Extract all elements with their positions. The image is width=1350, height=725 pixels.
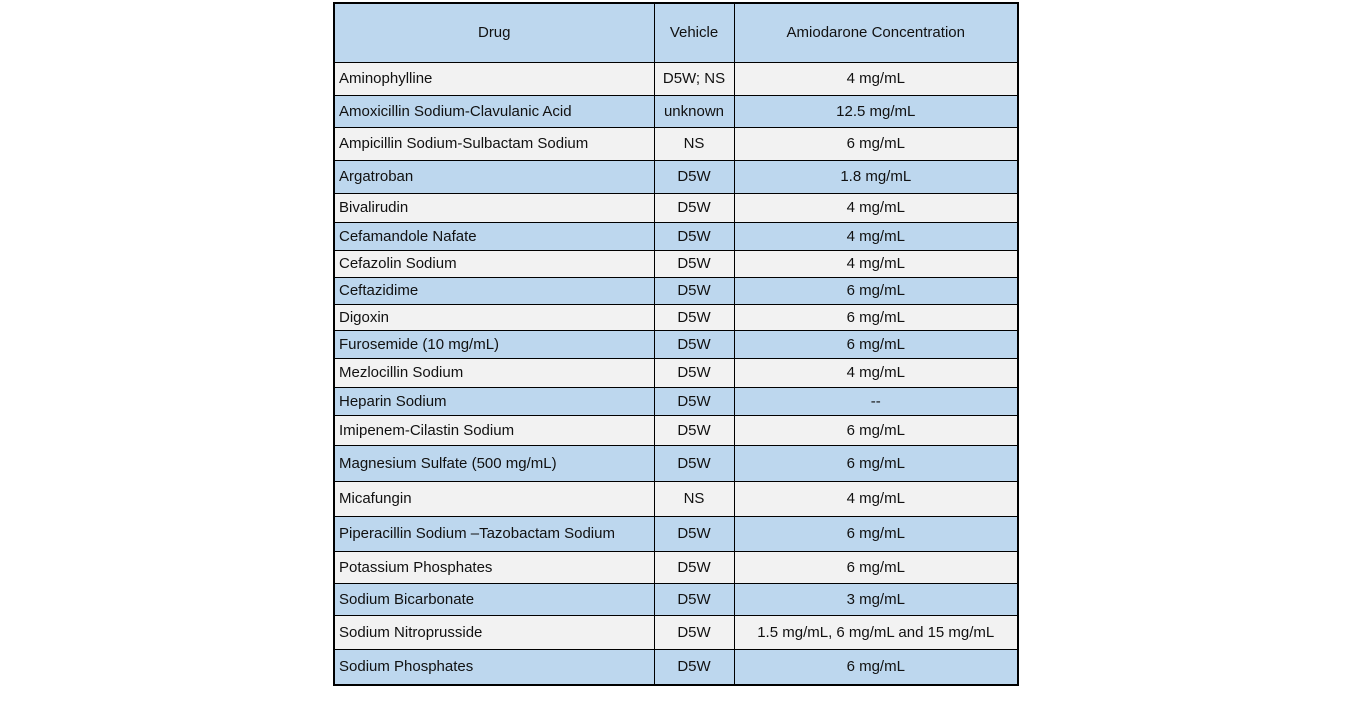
vehicle-cell: D5W <box>653 445 735 482</box>
vehicle-cell: NS <box>653 127 735 161</box>
table-row: Ampicillin Sodium-Sulbactam Sodium NS 6 … <box>333 127 1019 161</box>
vehicle-cell: D5W <box>653 250 735 278</box>
concentration-cell: 6 mg/mL <box>733 551 1019 584</box>
vehicle-cell: D5W <box>653 649 735 686</box>
table-body: Aminophylline D5W; NS 4 mg/mL Amoxicilli… <box>333 62 1019 686</box>
vehicle-cell: D5W <box>653 615 735 650</box>
drug-cell: Piperacillin Sodium –Tazobactam Sodium <box>333 516 655 552</box>
concentration-cell: 1.8 mg/mL <box>733 160 1019 194</box>
table-row: Amoxicillin Sodium-Clavulanic Acid unkno… <box>333 95 1019 128</box>
vehicle-cell: D5W <box>653 551 735 584</box>
drug-compatibility-table-wrap: Drug Vehicle Amiodarone Concentration Am… <box>333 0 1019 686</box>
vehicle-cell: D5W <box>653 277 735 305</box>
table-row: Heparin Sodium D5W -- <box>333 387 1019 416</box>
drug-cell: Cefamandole Nafate <box>333 222 655 251</box>
concentration-cell: 6 mg/mL <box>733 127 1019 161</box>
vehicle-cell: D5W <box>653 330 735 359</box>
column-header-drug: Drug <box>333 2 655 63</box>
vehicle-cell: NS <box>653 481 735 517</box>
concentration-cell: 6 mg/mL <box>733 304 1019 331</box>
drug-cell: Ceftazidime <box>333 277 655 305</box>
concentration-cell: 6 mg/mL <box>733 445 1019 482</box>
concentration-cell: 1.5 mg/mL, 6 mg/mL and 15 mg/mL <box>733 615 1019 650</box>
table-row: Aminophylline D5W; NS 4 mg/mL <box>333 62 1019 96</box>
concentration-cell: 4 mg/mL <box>733 481 1019 517</box>
drug-cell: Sodium Bicarbonate <box>333 583 655 616</box>
vehicle-cell: D5W <box>653 358 735 388</box>
concentration-cell: 4 mg/mL <box>733 250 1019 278</box>
concentration-cell: 12.5 mg/mL <box>733 95 1019 128</box>
concentration-cell: 4 mg/mL <box>733 358 1019 388</box>
drug-cell: Ampicillin Sodium-Sulbactam Sodium <box>333 127 655 161</box>
drug-cell: Magnesium Sulfate (500 mg/mL) <box>333 445 655 482</box>
concentration-cell: 4 mg/mL <box>733 62 1019 96</box>
drug-cell: Heparin Sodium <box>333 387 655 416</box>
drug-compatibility-table: Drug Vehicle Amiodarone Concentration Am… <box>333 2 1019 686</box>
table-row: Sodium Phosphates D5W 6 mg/mL <box>333 649 1019 686</box>
concentration-cell: 6 mg/mL <box>733 330 1019 359</box>
table-row: Piperacillin Sodium –Tazobactam Sodium D… <box>333 516 1019 552</box>
drug-cell: Cefazolin Sodium <box>333 250 655 278</box>
vehicle-cell: D5W; NS <box>653 62 735 96</box>
column-header-vehicle: Vehicle <box>653 2 735 63</box>
table-header: Drug Vehicle Amiodarone Concentration <box>333 2 1019 63</box>
vehicle-cell: D5W <box>653 516 735 552</box>
table-row: Micafungin NS 4 mg/mL <box>333 481 1019 517</box>
concentration-cell: 6 mg/mL <box>733 516 1019 552</box>
table-row: Ceftazidime D5W 6 mg/mL <box>333 277 1019 305</box>
drug-cell: Digoxin <box>333 304 655 331</box>
vehicle-cell: D5W <box>653 193 735 223</box>
table-row: Digoxin D5W 6 mg/mL <box>333 304 1019 331</box>
table-row: Bivalirudin D5W 4 mg/mL <box>333 193 1019 223</box>
table-row: Magnesium Sulfate (500 mg/mL) D5W 6 mg/m… <box>333 445 1019 482</box>
drug-cell: Furosemide (10 mg/mL) <box>333 330 655 359</box>
drug-cell: Aminophylline <box>333 62 655 96</box>
concentration-cell: 6 mg/mL <box>733 277 1019 305</box>
drug-cell: Amoxicillin Sodium-Clavulanic Acid <box>333 95 655 128</box>
vehicle-cell: D5W <box>653 160 735 194</box>
table-row: Potassium Phosphates D5W 6 mg/mL <box>333 551 1019 584</box>
concentration-cell: 3 mg/mL <box>733 583 1019 616</box>
table-row: Imipenem-Cilastin Sodium D5W 6 mg/mL <box>333 415 1019 446</box>
concentration-cell: -- <box>733 387 1019 416</box>
drug-cell: Mezlocillin Sodium <box>333 358 655 388</box>
concentration-cell: 6 mg/mL <box>733 649 1019 686</box>
table-row: Mezlocillin Sodium D5W 4 mg/mL <box>333 358 1019 388</box>
drug-cell: Micafungin <box>333 481 655 517</box>
table-row: Sodium Bicarbonate D5W 3 mg/mL <box>333 583 1019 616</box>
vehicle-cell: D5W <box>653 222 735 251</box>
header-row: Drug Vehicle Amiodarone Concentration <box>333 2 1019 63</box>
drug-cell: Potassium Phosphates <box>333 551 655 584</box>
drug-cell: Sodium Nitroprusside <box>333 615 655 650</box>
vehicle-cell: D5W <box>653 415 735 446</box>
concentration-cell: 4 mg/mL <box>733 193 1019 223</box>
table-row: Cefazolin Sodium D5W 4 mg/mL <box>333 250 1019 278</box>
table-row: Sodium Nitroprusside D5W 1.5 mg/mL, 6 mg… <box>333 615 1019 650</box>
drug-cell: Argatroban <box>333 160 655 194</box>
vehicle-cell: D5W <box>653 583 735 616</box>
drug-cell: Sodium Phosphates <box>333 649 655 686</box>
vehicle-cell: D5W <box>653 304 735 331</box>
table-row: Argatroban D5W 1.8 mg/mL <box>333 160 1019 194</box>
drug-cell: Bivalirudin <box>333 193 655 223</box>
drug-cell: Imipenem-Cilastin Sodium <box>333 415 655 446</box>
vehicle-cell: unknown <box>653 95 735 128</box>
table-row: Furosemide (10 mg/mL) D5W 6 mg/mL <box>333 330 1019 359</box>
table-row: Cefamandole Nafate D5W 4 mg/mL <box>333 222 1019 251</box>
column-header-concentration: Amiodarone Concentration <box>733 2 1019 63</box>
concentration-cell: 6 mg/mL <box>733 415 1019 446</box>
vehicle-cell: D5W <box>653 387 735 416</box>
concentration-cell: 4 mg/mL <box>733 222 1019 251</box>
